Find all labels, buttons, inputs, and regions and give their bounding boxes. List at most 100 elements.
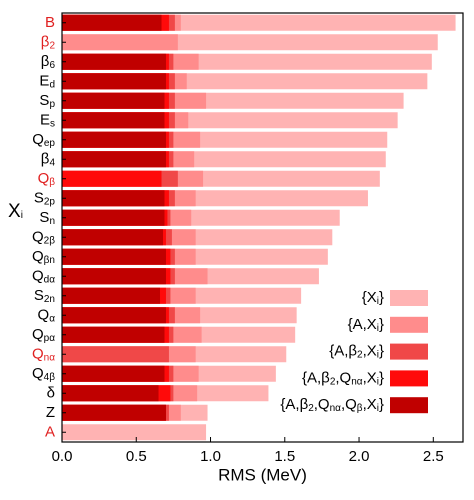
bar — [62, 53, 166, 70]
text-part: {A,β — [280, 396, 308, 413]
text-part: {A,β — [302, 369, 330, 386]
text-part: Q — [32, 326, 44, 343]
legend-label: {A,β2,Qnα,Qβ,Xi} — [280, 396, 384, 414]
text-part: Q — [32, 267, 44, 284]
legend-swatch — [390, 370, 428, 387]
subscript: β — [357, 403, 363, 414]
bar — [62, 346, 169, 363]
text-part: } — [379, 396, 384, 413]
text-part: δ — [47, 384, 55, 401]
subscript: 2 — [357, 349, 363, 360]
subscript: i — [21, 210, 23, 221]
bar — [62, 92, 165, 109]
bar — [62, 112, 165, 129]
text-part: S — [39, 209, 49, 226]
text-part: Q — [32, 248, 44, 265]
subscript: 2 — [308, 403, 314, 414]
subscript: nα — [330, 403, 342, 414]
bar — [62, 268, 166, 285]
legend-label: {A,β2,Xi} — [329, 343, 384, 361]
y-tick-label: Es — [40, 111, 55, 129]
text-part: β — [41, 150, 50, 167]
y-tick-label: Q4β — [32, 365, 55, 383]
text-part: ,X — [363, 396, 377, 413]
y-tick-label: S2p — [34, 189, 56, 207]
subscript: pα — [44, 332, 56, 343]
y-tick-label: Qα — [38, 306, 56, 324]
subscript: 4β — [44, 371, 56, 382]
y-tick-label: Qβ — [38, 170, 56, 188]
y-tick-label: Qpα — [32, 326, 55, 344]
subscript: i — [377, 322, 379, 333]
subscript: i — [377, 376, 379, 387]
bar — [62, 404, 166, 421]
y-tick-label: A — [45, 423, 55, 440]
text-part: X — [8, 201, 21, 222]
subscript: nα — [351, 376, 363, 387]
x-tick-label: 0.0 — [52, 448, 73, 465]
subscript: n — [49, 215, 55, 226]
bar — [62, 307, 166, 324]
text-part: ,Q — [341, 396, 357, 413]
text-part: ,X — [363, 369, 377, 386]
text-part: S — [39, 92, 49, 109]
text-part: } — [379, 369, 384, 386]
y-tick-label: Qdα — [32, 267, 55, 285]
legend-label: {A,β2,Qnα,Xi} — [302, 369, 384, 387]
text-part: {X — [362, 289, 377, 306]
subscript: 6 — [49, 59, 55, 70]
subscript: dα — [44, 274, 56, 285]
x-tick-label: 1.5 — [274, 448, 295, 465]
y-tick-label: Qβn — [32, 248, 55, 266]
text-part: S — [34, 189, 44, 206]
legend-swatch — [390, 316, 428, 333]
bar — [62, 209, 165, 226]
bar — [62, 365, 165, 382]
subscript: nα — [44, 352, 56, 363]
subscript: d — [49, 79, 55, 90]
bar — [62, 170, 162, 187]
bar — [62, 385, 159, 402]
x-tick-label: 2.5 — [423, 448, 444, 465]
subscript: i — [377, 403, 379, 414]
bar — [62, 229, 163, 246]
text-part: E — [39, 72, 49, 89]
text-part: β — [41, 33, 50, 50]
text-part: ,Q — [335, 369, 351, 386]
subscript: p — [49, 98, 55, 109]
subscript: 2p — [44, 196, 56, 207]
x-tick-label: 0.5 — [126, 448, 147, 465]
y-tick-label: Ed — [39, 72, 55, 90]
subscript: 2 — [49, 40, 55, 51]
y-tick-label: S2n — [34, 287, 55, 305]
subscript: s — [50, 118, 55, 129]
legend-label: {Xi} — [362, 289, 384, 307]
plot-frame — [61, 12, 464, 443]
subscript: 4 — [49, 157, 55, 168]
text-part: A — [45, 423, 55, 440]
text-part: } — [379, 343, 384, 360]
subscript: i — [377, 296, 379, 307]
legend-label: {A,Xi} — [348, 316, 384, 334]
y-tick-label: Z — [46, 404, 55, 421]
text-part: } — [379, 289, 384, 306]
subscript: 2n — [44, 293, 55, 304]
y-tick-label: β4 — [41, 150, 56, 168]
bar — [62, 326, 165, 343]
legend-swatch — [390, 397, 428, 414]
text-part: β — [41, 53, 50, 70]
bar — [62, 287, 161, 304]
subscript: 2β — [44, 235, 56, 246]
legend-swatch — [390, 290, 428, 306]
x-tick-label: 1.0 — [200, 448, 221, 465]
y-tick-label: Qnα — [32, 345, 55, 363]
bar — [62, 190, 165, 207]
subscript: i — [377, 349, 379, 360]
legend-swatch — [390, 343, 428, 360]
bar — [62, 424, 207, 441]
y-tick-label: Sp — [39, 92, 55, 110]
y-tick-label: β6 — [41, 53, 56, 71]
x-tick-label: 2.0 — [349, 448, 370, 465]
text-part: {A,X — [348, 316, 377, 333]
